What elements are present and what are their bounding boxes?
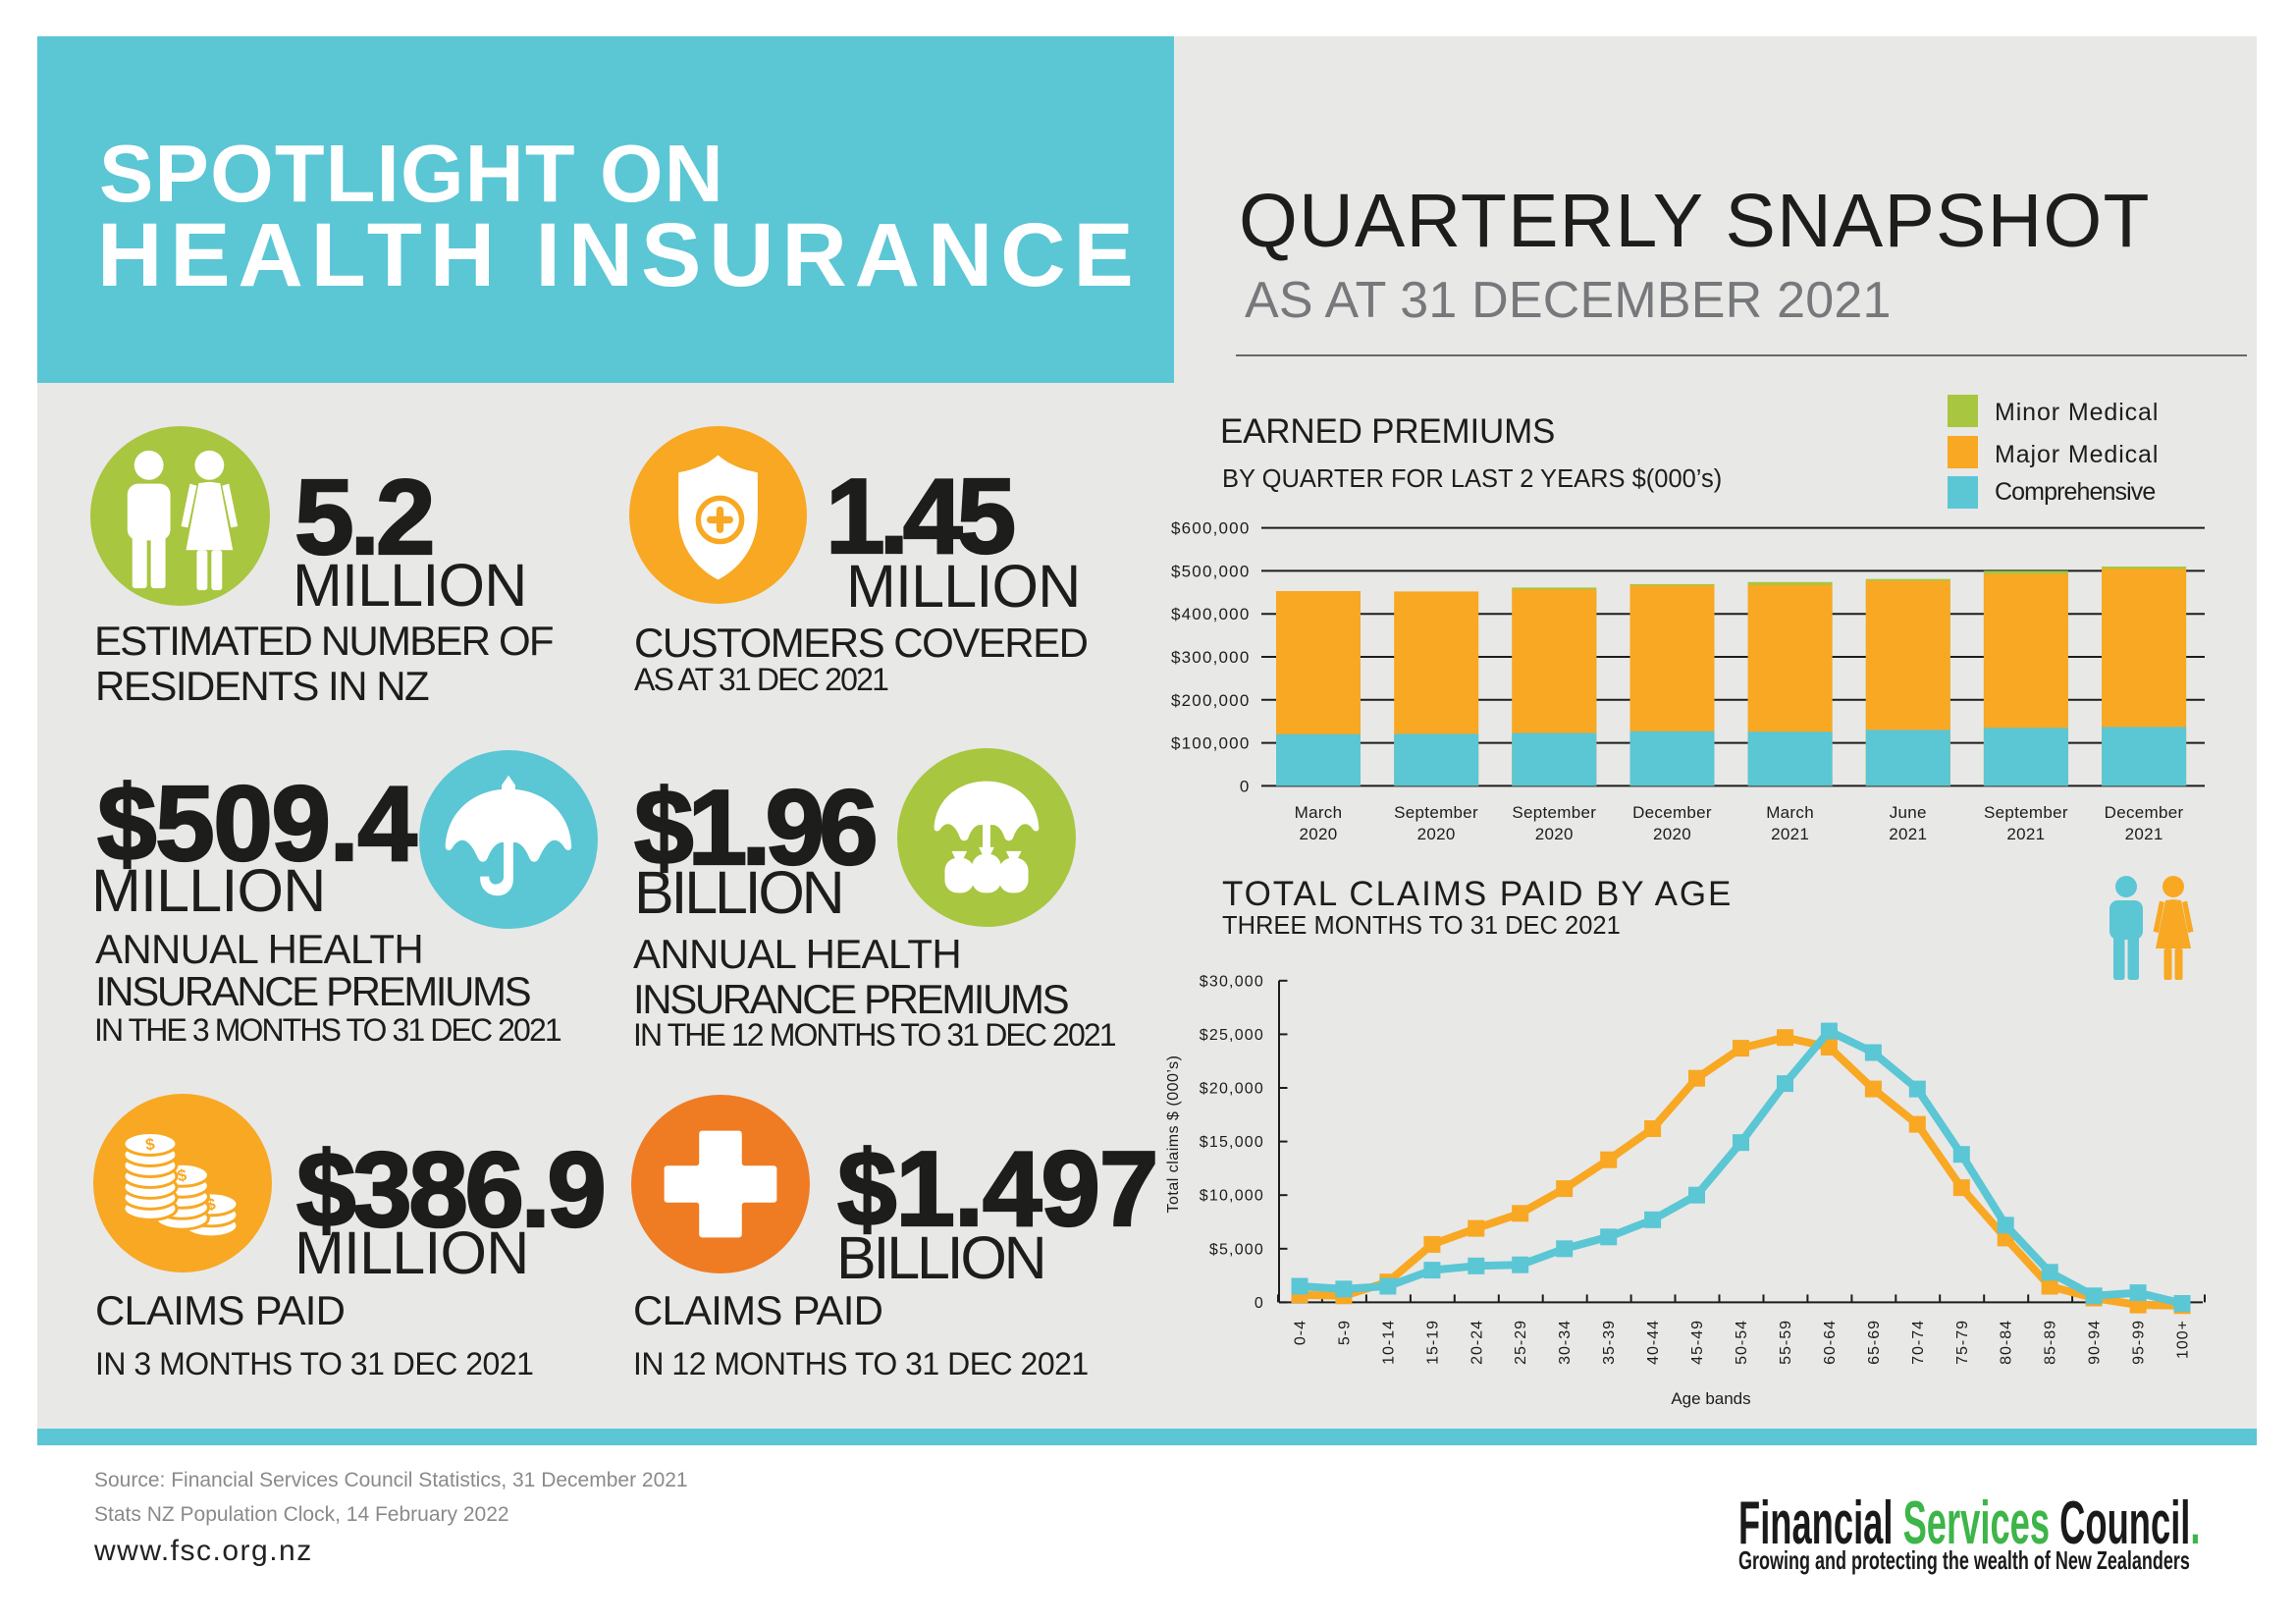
svg-text:0-4: 0-4 bbox=[1293, 1320, 1309, 1345]
svg-text:$300,000: $300,000 bbox=[1171, 648, 1251, 667]
svg-text:60-64: 60-64 bbox=[1822, 1320, 1839, 1365]
svg-text:85-89: 85-89 bbox=[2043, 1320, 2059, 1365]
svg-text:$: $ bbox=[144, 1134, 157, 1154]
svg-text:$500,000: $500,000 bbox=[1171, 562, 1251, 580]
svg-text:0: 0 bbox=[1240, 777, 1251, 795]
svg-text:Age bands: Age bands bbox=[1671, 1389, 1750, 1408]
svg-text:$: $ bbox=[176, 1165, 188, 1185]
svg-text:2020: 2020 bbox=[1417, 825, 1456, 843]
svg-text:March: March bbox=[1295, 803, 1343, 822]
svg-text:$30,000: $30,000 bbox=[1200, 973, 1264, 990]
svg-text:15-19: 15-19 bbox=[1424, 1320, 1441, 1365]
svg-text:95-99: 95-99 bbox=[2131, 1320, 2148, 1365]
svg-text:December: December bbox=[1632, 803, 1712, 822]
svg-text:September: September bbox=[1394, 803, 1478, 822]
svg-text:2020: 2020 bbox=[1653, 825, 1691, 843]
svg-text:$10,000: $10,000 bbox=[1200, 1188, 1264, 1205]
svg-text:2021: 2021 bbox=[2125, 825, 2163, 843]
svg-text:5-9: 5-9 bbox=[1336, 1320, 1353, 1345]
svg-text:75-79: 75-79 bbox=[1954, 1320, 1971, 1365]
svg-text:September: September bbox=[1512, 803, 1596, 822]
svg-text:$100,000: $100,000 bbox=[1171, 734, 1251, 753]
svg-text:September: September bbox=[1984, 803, 2068, 822]
svg-text:80-84: 80-84 bbox=[1999, 1320, 2015, 1365]
svg-text:20-24: 20-24 bbox=[1468, 1320, 1485, 1365]
svg-text:45-49: 45-49 bbox=[1689, 1320, 1706, 1365]
svg-text:$600,000: $600,000 bbox=[1171, 519, 1251, 538]
svg-text:55-59: 55-59 bbox=[1778, 1320, 1794, 1365]
svg-text:$5,000: $5,000 bbox=[1209, 1241, 1264, 1258]
svg-text:$25,000: $25,000 bbox=[1200, 1027, 1264, 1044]
svg-text:March: March bbox=[1766, 803, 1814, 822]
svg-text:2021: 2021 bbox=[2006, 825, 2045, 843]
svg-text:June: June bbox=[1890, 803, 1927, 822]
svg-text:50-54: 50-54 bbox=[1734, 1320, 1750, 1365]
svg-text:$400,000: $400,000 bbox=[1171, 605, 1251, 623]
svg-text:$200,000: $200,000 bbox=[1171, 691, 1251, 710]
svg-text:10-14: 10-14 bbox=[1380, 1320, 1397, 1365]
svg-text:$20,000: $20,000 bbox=[1200, 1081, 1264, 1098]
svg-text:65-69: 65-69 bbox=[1866, 1320, 1883, 1365]
svg-text:$: $ bbox=[205, 1195, 218, 1215]
svg-text:2021: 2021 bbox=[1771, 825, 1809, 843]
svg-text:2020: 2020 bbox=[1535, 825, 1574, 843]
svg-text:30-34: 30-34 bbox=[1557, 1320, 1574, 1365]
svg-text:90-94: 90-94 bbox=[2087, 1320, 2104, 1365]
svg-text:100+: 100+ bbox=[2175, 1320, 2192, 1359]
svg-text:December: December bbox=[2105, 803, 2184, 822]
svg-text:$15,000: $15,000 bbox=[1200, 1134, 1264, 1151]
svg-text:25-29: 25-29 bbox=[1513, 1320, 1529, 1365]
svg-text:40-44: 40-44 bbox=[1645, 1320, 1662, 1365]
svg-text:70-74: 70-74 bbox=[1910, 1320, 1927, 1365]
svg-text:0: 0 bbox=[1255, 1295, 1264, 1312]
svg-text:Total claims $ (000’s): Total claims $ (000’s) bbox=[1165, 1056, 1182, 1214]
svg-text:2021: 2021 bbox=[1889, 825, 1927, 843]
svg-text:2020: 2020 bbox=[1299, 825, 1337, 843]
svg-text:35-39: 35-39 bbox=[1601, 1320, 1618, 1365]
